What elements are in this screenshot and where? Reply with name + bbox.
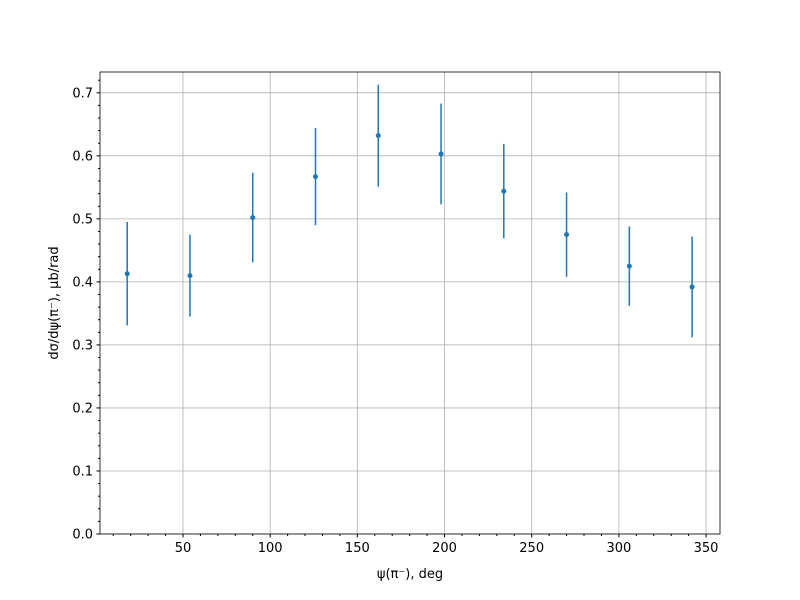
- data-point: [689, 284, 695, 290]
- data-point: [375, 133, 381, 139]
- x-tick-label: 250: [519, 541, 544, 556]
- data-point: [187, 273, 193, 279]
- plot-frame: [99, 71, 721, 535]
- y-axis-label: dσ/dψ(π⁻), μb/rad: [47, 246, 62, 359]
- y-tick-label: 0.4: [72, 275, 93, 290]
- x-tick-label: 350: [694, 541, 719, 556]
- data-point: [250, 215, 256, 221]
- y-tick-label: 0.5: [72, 212, 93, 227]
- data-point: [626, 263, 632, 269]
- data-point: [124, 271, 130, 277]
- x-axis-label: ψ(π⁻), deg: [377, 567, 443, 582]
- data-point: [313, 174, 319, 180]
- y-tick-label: 0.3: [72, 338, 93, 353]
- data-point: [438, 151, 444, 157]
- x-tick-label: 300: [606, 541, 631, 556]
- y-tick-label: 0.2: [72, 401, 93, 416]
- data-point: [564, 232, 570, 238]
- x-tick-label: 50: [175, 541, 192, 556]
- y-tick-label: 0.0: [72, 528, 93, 543]
- y-tick-label: 0.6: [72, 149, 93, 164]
- x-tick-label: 150: [345, 541, 370, 556]
- data-point: [501, 188, 507, 194]
- x-tick-label: 100: [258, 541, 283, 556]
- x-tick-label: 200: [432, 541, 457, 556]
- y-tick-label: 0.1: [72, 464, 93, 479]
- y-tick-label: 0.7: [72, 86, 93, 101]
